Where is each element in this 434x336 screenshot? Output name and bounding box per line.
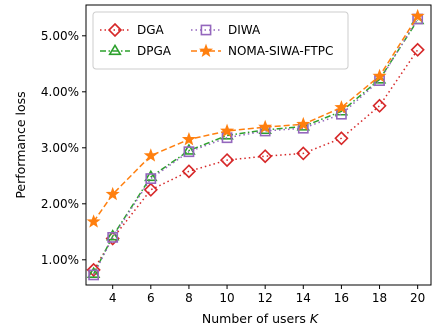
y-tick-label: 1.00% xyxy=(41,253,79,267)
x-axis-title: Number of users K xyxy=(202,311,320,326)
data-point xyxy=(219,152,235,168)
data-point xyxy=(220,123,235,137)
legend: DGA DPGA DIWA NOMA-SIWA-FTPC xyxy=(92,11,349,70)
data-point xyxy=(296,116,311,131)
data-point xyxy=(334,131,349,146)
y-tick-label: 4.00% xyxy=(41,85,79,99)
x-axis-label: Number of users xyxy=(202,311,306,326)
legend-item: DPGA xyxy=(100,43,172,58)
x-tick-label: 12 xyxy=(258,291,273,305)
data-point xyxy=(334,100,349,114)
series-dga xyxy=(86,42,425,278)
series-noma-siwa-ftpc xyxy=(86,8,425,228)
data-point xyxy=(105,229,120,241)
data-point xyxy=(258,119,273,134)
legend-item: DGA xyxy=(100,22,165,38)
x-tick-label: 16 xyxy=(334,291,349,305)
legend-label: DPGA xyxy=(137,44,172,58)
x-tick-label: 14 xyxy=(296,291,311,305)
data-point xyxy=(410,8,425,23)
y-axis-label: Performance loss xyxy=(13,91,28,198)
series-line xyxy=(92,18,419,276)
data-point xyxy=(88,269,100,281)
x-tick-label: 6 xyxy=(147,291,155,305)
x-tick-label: 20 xyxy=(410,291,425,305)
data-point xyxy=(145,173,157,184)
series-line xyxy=(92,19,419,275)
legend-marker xyxy=(198,43,214,57)
data-point xyxy=(143,182,158,197)
y-tick-label: 5.00% xyxy=(41,29,79,43)
legend-marker xyxy=(108,43,122,56)
data-point xyxy=(372,98,387,113)
data-point xyxy=(143,148,158,162)
y-tick-label: 3.00% xyxy=(41,141,79,155)
y-tick-label: 2.00% xyxy=(41,197,79,211)
data-point xyxy=(105,186,120,201)
legend-marker xyxy=(107,22,123,38)
x-axis-symbol: K xyxy=(310,311,320,326)
legend-item: NOMA-SIWA-FTPC xyxy=(191,43,333,58)
legend-label: DGA xyxy=(137,23,165,37)
series-line xyxy=(92,49,419,271)
data-point xyxy=(183,146,195,158)
data-point xyxy=(86,266,101,278)
series-line xyxy=(93,15,419,223)
legend-marker xyxy=(200,24,212,36)
legend-label: DIWA xyxy=(228,23,261,37)
x-tick-label: 10 xyxy=(219,291,234,305)
x-tick-label: 8 xyxy=(185,291,193,305)
data-point xyxy=(410,42,425,57)
legend-item: DIWA xyxy=(191,23,261,37)
data-point xyxy=(372,68,387,83)
x-tick-label: 18 xyxy=(372,291,387,305)
data-point xyxy=(86,214,101,228)
data-point xyxy=(182,143,196,155)
data-point xyxy=(296,146,311,161)
data-point xyxy=(258,149,273,164)
data-point xyxy=(107,232,119,243)
data-point xyxy=(144,169,158,182)
x-tick-label: 4 xyxy=(109,291,117,305)
series-diwa xyxy=(88,13,424,281)
data-point xyxy=(181,164,197,179)
legend-box xyxy=(92,11,349,70)
data-point xyxy=(181,132,196,146)
data-point xyxy=(86,262,101,278)
legend-label: NOMA-SIWA-FTPC xyxy=(228,44,333,58)
